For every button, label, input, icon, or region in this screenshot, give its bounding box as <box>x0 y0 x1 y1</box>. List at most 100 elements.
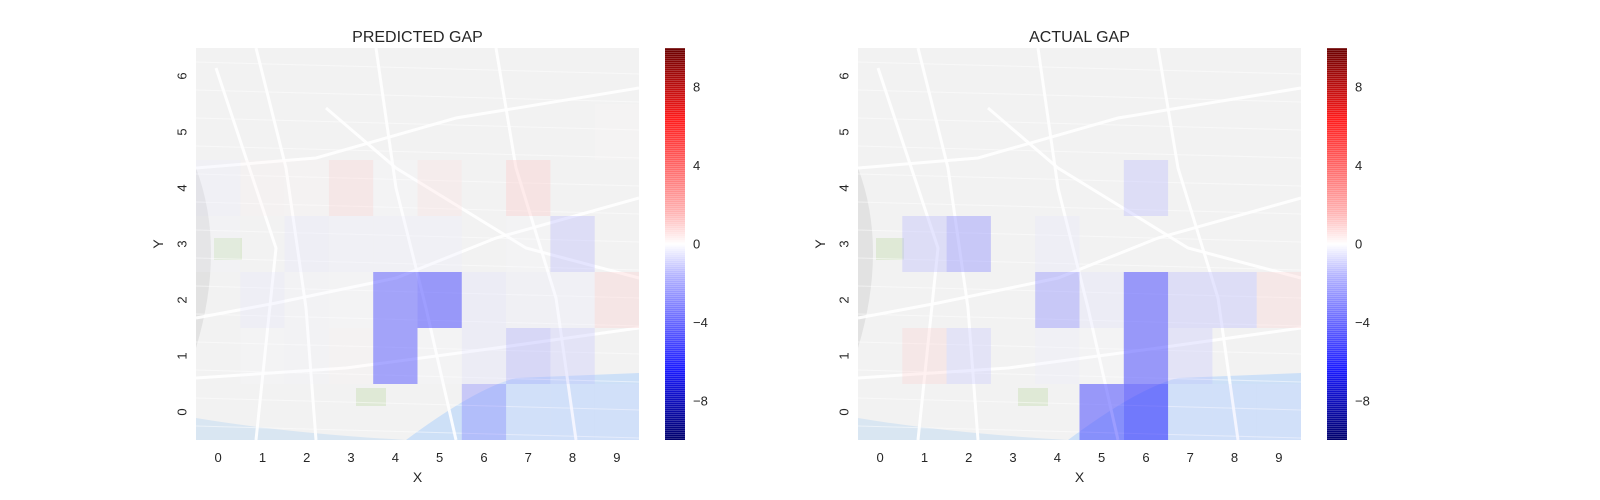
heatmap-cell <box>1212 384 1257 440</box>
y-tick-label: 5 <box>175 128 190 135</box>
heatmap-cell <box>594 104 639 160</box>
x-tick-label: 4 <box>392 450 399 465</box>
x-tick-label: 7 <box>525 450 532 465</box>
heatmap-cell <box>284 272 329 328</box>
heatmap-panel-2: ACTUAL GAP 0 1 2 3 4 5 6 7 8 9 0 1 2 3 4 5 6 X Y 8 4 0 −4 −8 <box>812 29 1370 485</box>
chart-title: PREDICTED GAP <box>352 29 483 46</box>
x-tick-label: 5 <box>1098 450 1105 465</box>
y-axis-label: Y <box>812 239 828 249</box>
x-tick-label: 0 <box>215 450 222 465</box>
heatmap-cell <box>328 216 374 272</box>
heatmap-cell <box>1123 328 1169 384</box>
heatmap-cell <box>417 272 462 328</box>
heatmap-cell <box>1079 384 1124 440</box>
y-tick-label: 3 <box>175 240 190 247</box>
heatmap-cells <box>902 160 1301 440</box>
heatmap-cell <box>373 160 418 216</box>
x-tick-label: 5 <box>436 450 443 465</box>
y-tick-label: 6 <box>175 72 190 79</box>
heatmap-cell <box>506 328 551 384</box>
colorbar-tick-label: −4 <box>693 315 708 330</box>
y-tick-label: 0 <box>837 408 852 415</box>
heatmap-cell <box>284 160 329 216</box>
x-tick-label: 7 <box>1187 450 1194 465</box>
x-tick-label: 8 <box>569 450 576 465</box>
heatmap-cell <box>328 272 374 328</box>
heatmap-cell <box>461 384 507 440</box>
heatmap-cell <box>1123 384 1169 440</box>
x-tick-label: 1 <box>921 450 928 465</box>
heatmap-cell <box>1212 272 1257 328</box>
colorbar-tick-label: 0 <box>1355 237 1362 252</box>
heatmap-cell <box>240 328 285 384</box>
heatmap-cell <box>550 216 595 272</box>
y-tick-label: 4 <box>175 184 190 191</box>
x-tick-label: 6 <box>1142 450 1149 465</box>
heatmap-cell <box>328 328 374 384</box>
heatmap-cell <box>284 328 329 384</box>
heatmap-cell <box>594 272 639 328</box>
heatmap-cells <box>196 104 639 440</box>
x-axis-label: X <box>1075 469 1085 485</box>
y-tick-label: 4 <box>837 184 852 191</box>
heatmap-cell <box>461 328 507 384</box>
heatmap-cell <box>240 272 285 328</box>
heatmap-cell <box>417 328 462 384</box>
y-tick-label: 1 <box>175 352 190 359</box>
heatmap-cell <box>1035 216 1080 272</box>
heatmap-cell <box>328 160 374 216</box>
heatmap-cell <box>1079 328 1124 384</box>
chart-title: ACTUAL GAP <box>1029 29 1130 46</box>
heatmap-cell <box>506 384 551 440</box>
heatmap-cell <box>1123 160 1169 216</box>
y-tick-label: 3 <box>837 240 852 247</box>
x-tick-label: 6 <box>480 450 487 465</box>
heatmap-cell <box>902 328 947 384</box>
heatmap-cell <box>417 216 462 272</box>
y-tick-label: 5 <box>837 128 852 135</box>
heatmap-cell <box>417 160 462 216</box>
map-background <box>857 47 1302 441</box>
heatmap-cell <box>1079 272 1124 328</box>
heatmap-cell <box>240 160 285 216</box>
x-tick-label: 3 <box>1009 450 1016 465</box>
heatmap-cell <box>1123 272 1169 328</box>
heatmap-cell <box>461 272 507 328</box>
y-axis-label: Y <box>150 239 166 249</box>
x-tick-label: 9 <box>1275 450 1282 465</box>
heatmap-cell <box>902 216 947 272</box>
heatmap-cell <box>1256 384 1301 440</box>
colorbar-tick-label: 8 <box>1355 80 1362 95</box>
heatmap-cell <box>1168 328 1213 384</box>
heatmap-panel-1: PREDICTED GAP 0 1 2 3 4 5 6 7 8 9 0 1 2 3 4 5 6 X Y 8 4 0 −4 −8 <box>150 29 708 485</box>
x-axis-label: X <box>413 469 423 485</box>
heatmap-cell <box>506 272 551 328</box>
colorbar-tick-label: −8 <box>693 393 708 408</box>
y-tick-label: 2 <box>175 296 190 303</box>
colorbar: 8 4 0 −4 −8 <box>665 48 708 440</box>
heatmap-cell <box>196 216 241 272</box>
y-tick-label: 2 <box>837 296 852 303</box>
y-tick-label: 0 <box>175 408 190 415</box>
x-tick-label: 8 <box>1231 450 1238 465</box>
colorbar-tick-label: 4 <box>1355 158 1362 173</box>
heatmap-cell <box>1168 384 1213 440</box>
heatmap-cell <box>196 160 241 216</box>
heatmap-cell <box>373 272 418 328</box>
heatmap-cell <box>946 328 991 384</box>
y-tick-label: 6 <box>837 72 852 79</box>
heatmap-cell <box>550 272 595 328</box>
colorbar-tick-label: −8 <box>1355 393 1370 408</box>
x-tick-label: 0 <box>877 450 884 465</box>
x-tick-label: 3 <box>347 450 354 465</box>
heatmap-cell <box>1256 272 1301 328</box>
colorbar: 8 4 0 −4 −8 <box>1327 48 1370 440</box>
heatmap-cell <box>946 216 991 272</box>
heatmap-cell <box>506 160 551 216</box>
x-tick-label: 2 <box>303 450 310 465</box>
colorbar-tick-label: 0 <box>693 237 700 252</box>
heatmap-cell <box>373 216 418 272</box>
colorbar-tick-label: −4 <box>1355 315 1370 330</box>
x-tick-label: 4 <box>1054 450 1061 465</box>
